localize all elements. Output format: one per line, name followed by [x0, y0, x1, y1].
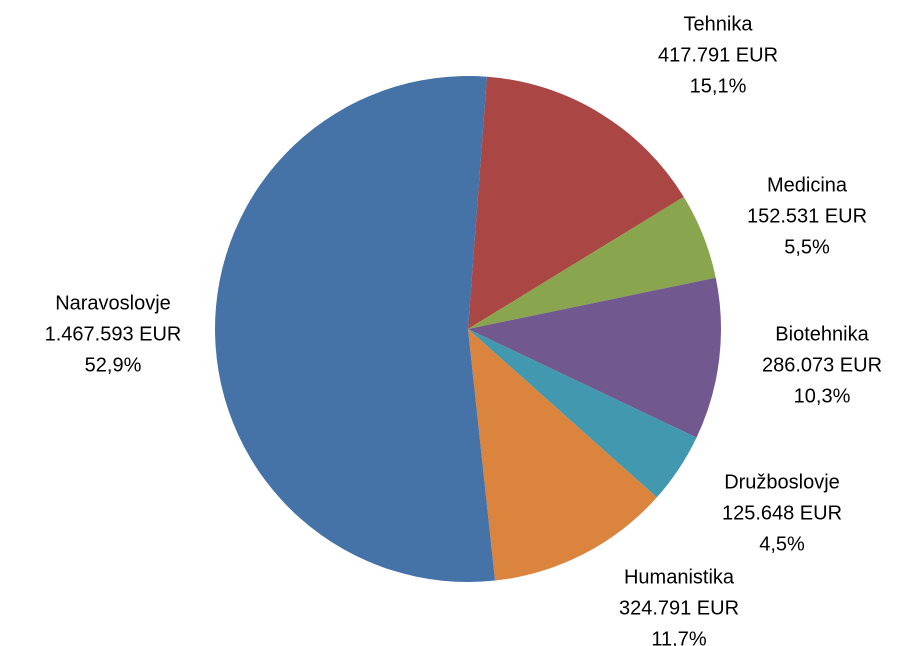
slice-label-value: 125.648 EUR — [722, 502, 842, 524]
pie-slice — [468, 277, 721, 438]
pie-slice — [468, 329, 697, 498]
slice-label-value: 324.791 EUR — [619, 597, 739, 619]
slice-label-name: Medicina — [767, 174, 848, 196]
slice-label-percent: 52,9% — [85, 354, 142, 376]
slice-label-percent: 10,3% — [794, 385, 851, 407]
pie-slice — [468, 329, 657, 581]
slice-label-percent: 11,7% — [651, 628, 706, 646]
slice-label-percent: 5,5% — [784, 236, 830, 258]
slice-label-name: Naravoslovje — [55, 292, 171, 314]
slice-label-value: 286.073 EUR — [762, 354, 882, 376]
slice-label-value: 152.531 EUR — [747, 205, 867, 227]
slice-label-name: Družboslovje — [724, 471, 840, 493]
pie-slice — [215, 76, 496, 583]
pie-slice — [468, 196, 716, 329]
slice-label-percent: 15,1% — [690, 75, 747, 97]
slice-label-name: Tehnika — [684, 13, 754, 35]
slice-label-value: 1.467.593 EUR — [45, 323, 182, 345]
slice-label-name: Biotehnika — [775, 323, 869, 345]
pie-slice — [468, 76, 684, 329]
slice-label-name: Humanistika — [624, 566, 735, 588]
slice-label-percent: 4,5% — [759, 533, 805, 555]
slice-label-value: 417.791 EUR — [658, 44, 778, 66]
